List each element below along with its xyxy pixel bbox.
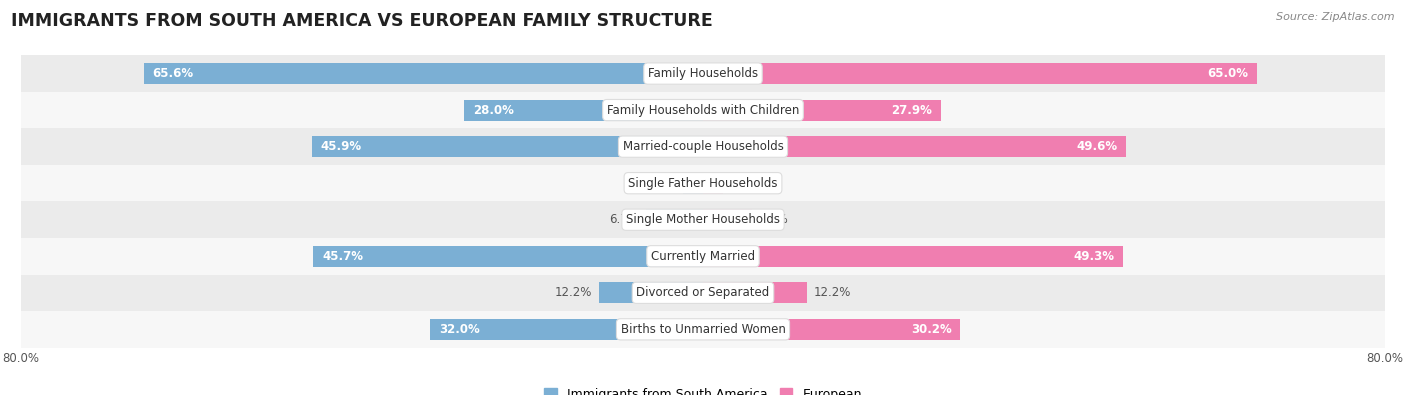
Bar: [683, 173, 703, 194]
Bar: [21, 92, 1385, 128]
Text: IMMIGRANTS FROM SOUTH AMERICA VS EUROPEAN FAMILY STRUCTURE: IMMIGRANTS FROM SOUTH AMERICA VS EUROPEA…: [11, 12, 713, 30]
Text: 65.0%: 65.0%: [1208, 67, 1249, 80]
Bar: [312, 136, 703, 157]
Bar: [703, 100, 941, 121]
Text: Currently Married: Currently Married: [651, 250, 755, 263]
Text: Divorced or Separated: Divorced or Separated: [637, 286, 769, 299]
Text: Single Mother Households: Single Mother Households: [626, 213, 780, 226]
Bar: [703, 282, 807, 303]
Legend: Immigrants from South America, European: Immigrants from South America, European: [538, 383, 868, 395]
Bar: [21, 275, 1385, 311]
Bar: [430, 319, 703, 340]
Bar: [314, 246, 703, 267]
Text: 65.6%: 65.6%: [152, 67, 194, 80]
Bar: [703, 63, 1257, 84]
Bar: [21, 165, 1385, 201]
Text: Births to Unmarried Women: Births to Unmarried Women: [620, 323, 786, 336]
Text: 49.3%: 49.3%: [1074, 250, 1115, 263]
Bar: [21, 311, 1385, 348]
Text: Family Households: Family Households: [648, 67, 758, 80]
Text: 5.7%: 5.7%: [758, 213, 789, 226]
Text: 6.7%: 6.7%: [609, 213, 640, 226]
Bar: [703, 319, 960, 340]
Text: Family Households with Children: Family Households with Children: [607, 103, 799, 117]
Bar: [703, 173, 723, 194]
Text: Single Father Households: Single Father Households: [628, 177, 778, 190]
Text: 2.3%: 2.3%: [647, 177, 676, 190]
Text: 27.9%: 27.9%: [891, 103, 932, 117]
Bar: [464, 100, 703, 121]
Text: 30.2%: 30.2%: [911, 323, 952, 336]
Text: 28.0%: 28.0%: [472, 103, 513, 117]
Bar: [599, 282, 703, 303]
Text: 49.6%: 49.6%: [1076, 140, 1118, 153]
Text: 2.3%: 2.3%: [730, 177, 759, 190]
Bar: [703, 136, 1126, 157]
Text: 45.9%: 45.9%: [321, 140, 361, 153]
Bar: [703, 246, 1123, 267]
Text: 45.7%: 45.7%: [322, 250, 363, 263]
Bar: [645, 209, 703, 230]
Text: 12.2%: 12.2%: [814, 286, 851, 299]
Bar: [21, 238, 1385, 275]
Bar: [21, 128, 1385, 165]
Bar: [21, 55, 1385, 92]
Text: Married-couple Households: Married-couple Households: [623, 140, 783, 153]
Bar: [143, 63, 703, 84]
Bar: [21, 201, 1385, 238]
Bar: [703, 209, 752, 230]
Text: Source: ZipAtlas.com: Source: ZipAtlas.com: [1277, 12, 1395, 22]
Text: 32.0%: 32.0%: [439, 323, 479, 336]
Text: 12.2%: 12.2%: [555, 286, 592, 299]
